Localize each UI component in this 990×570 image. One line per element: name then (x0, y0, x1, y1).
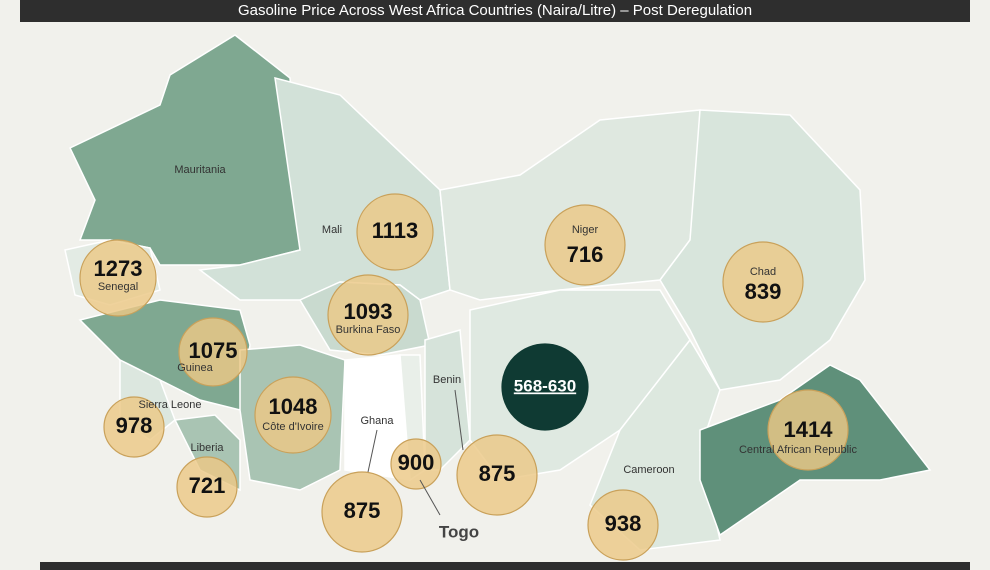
highlight-bubble (501, 343, 589, 431)
price-label: 875 (479, 461, 516, 486)
country-name: Niger (572, 224, 599, 236)
price-label: 1273 (94, 256, 143, 281)
price-label: 1075 (189, 338, 238, 363)
price-bubble (544, 204, 626, 286)
price-bubble (356, 193, 434, 271)
price-label: 978 (116, 413, 153, 438)
price-label: 1414 (784, 417, 834, 442)
price-bubble (254, 376, 332, 454)
price-label: 900 (398, 450, 435, 475)
country-name: Burkina Faso (336, 324, 401, 336)
country-name: Ghana (360, 415, 394, 427)
price-label: 839 (745, 279, 782, 304)
price-label: 721 (189, 473, 226, 498)
title-bar (20, 0, 970, 22)
price-bubble (767, 389, 849, 471)
pointer-line (367, 429, 378, 473)
pointer-line (454, 389, 464, 451)
price-bubble (327, 274, 409, 356)
country-name: Mali (322, 224, 342, 236)
country-name: Central African Republic (739, 444, 858, 456)
price-label: 1048 (269, 394, 318, 419)
country-name: Cameroon (623, 464, 674, 476)
price-bubble (321, 471, 403, 553)
price-bubble (103, 396, 165, 458)
title: Gasoline Price Across West Africa Countr… (238, 2, 752, 19)
country-name: Benin (433, 374, 461, 386)
price-bubble (722, 241, 804, 323)
price-label: 1093 (344, 299, 393, 324)
pointer-line (419, 479, 441, 516)
country-name: Chad (750, 266, 776, 278)
country-name: Guinea (177, 362, 213, 374)
price-bubble (456, 434, 538, 516)
country-name: Liberia (190, 442, 224, 454)
country-name: Togo (439, 522, 479, 541)
price-label: 1113 (372, 218, 419, 243)
country-name: Côte d'Ivoire (262, 421, 323, 433)
price-bubble (390, 438, 442, 490)
bottom-rule (40, 562, 970, 570)
country-name: Senegal (98, 281, 138, 293)
country-name: Sierra Leone (139, 399, 202, 411)
price-label: 938 (605, 511, 642, 536)
price-label: 875 (344, 498, 381, 523)
price-bubble (178, 317, 248, 387)
price-bubble (79, 239, 157, 317)
price-label: 568-630 (514, 376, 576, 395)
price-label: 716 (567, 242, 604, 267)
price-bubble (176, 456, 238, 518)
price-bubble (587, 489, 659, 561)
country-name: Mauritania (174, 164, 226, 176)
